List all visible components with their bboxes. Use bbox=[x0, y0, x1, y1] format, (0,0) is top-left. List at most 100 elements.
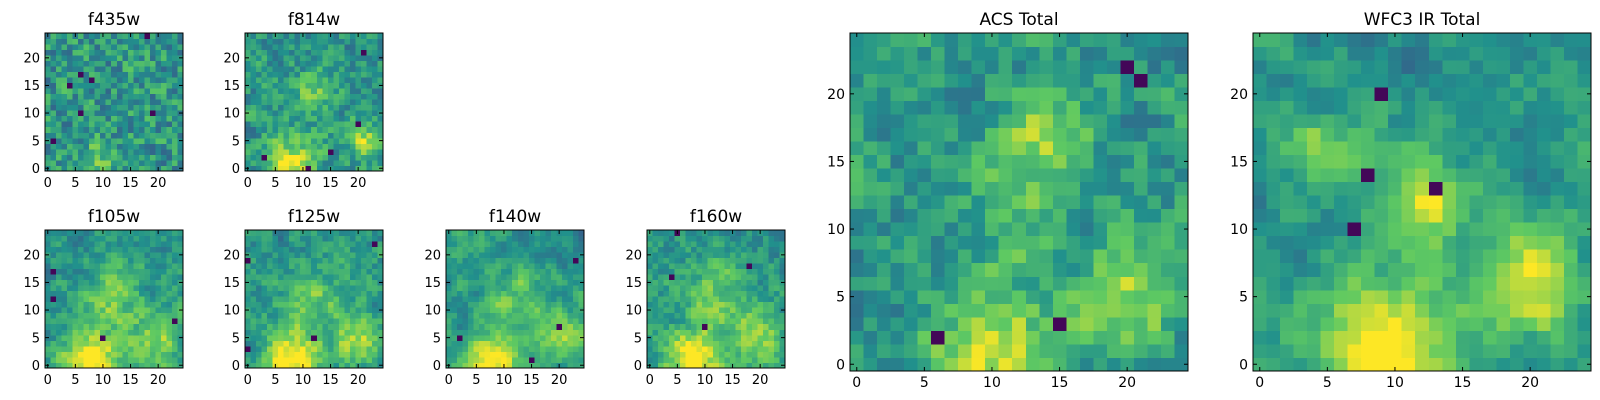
heatmap-cell bbox=[300, 132, 307, 139]
heatmap-cell bbox=[757, 345, 764, 352]
heatmap-cell bbox=[1496, 195, 1511, 210]
heatmap-cell bbox=[863, 60, 878, 74]
heatmap-cell bbox=[1469, 235, 1484, 250]
heatmap-cell bbox=[1320, 181, 1335, 196]
heatmap-cell bbox=[166, 351, 173, 358]
heatmap-cell bbox=[338, 246, 345, 253]
heatmap-cell bbox=[1550, 222, 1565, 237]
heatmap-cell bbox=[658, 356, 664, 363]
heatmap-cell bbox=[904, 316, 918, 331]
heatmap-cell bbox=[517, 334, 524, 341]
heatmap-cell bbox=[355, 132, 362, 139]
heatmap-cell bbox=[1374, 330, 1389, 345]
heatmap-cell bbox=[45, 301, 51, 308]
heatmap-cell bbox=[724, 285, 731, 292]
heatmap-cell bbox=[523, 279, 530, 286]
heatmap-cell bbox=[105, 345, 112, 352]
heatmap-cell bbox=[1174, 249, 1189, 264]
heatmap-cell bbox=[1160, 222, 1175, 237]
heatmap-cell bbox=[349, 110, 356, 117]
heatmap-cell bbox=[261, 82, 268, 89]
heatmap-cell bbox=[366, 44, 373, 50]
heatmap-cell bbox=[735, 230, 742, 236]
y-tick-label: 5 bbox=[836, 290, 845, 306]
heatmap-cell bbox=[83, 55, 90, 61]
heatmap-cell bbox=[256, 137, 262, 144]
heatmap-cell bbox=[850, 100, 864, 115]
heatmap-cell bbox=[322, 165, 329, 172]
heatmap-cell bbox=[917, 316, 932, 331]
heatmap-cell bbox=[718, 329, 725, 336]
heatmap-cell bbox=[111, 329, 118, 336]
heatmap-cell bbox=[283, 55, 290, 61]
heatmap-cell bbox=[322, 345, 329, 352]
heatmap-cell bbox=[1361, 330, 1376, 345]
heatmap-cell bbox=[561, 268, 568, 275]
heatmap-cell bbox=[457, 323, 463, 330]
heatmap-cell bbox=[1320, 154, 1335, 169]
heatmap-cell bbox=[377, 104, 384, 111]
heatmap-cell bbox=[944, 127, 959, 142]
heatmap-cell bbox=[89, 60, 96, 67]
heatmap-cell bbox=[61, 252, 68, 258]
heatmap-cell bbox=[333, 285, 340, 292]
heatmap-cell bbox=[534, 241, 541, 247]
heatmap-cell bbox=[144, 252, 151, 258]
heatmap-cell bbox=[111, 137, 118, 144]
heatmap-cell bbox=[245, 88, 251, 95]
heatmap-cell bbox=[1509, 208, 1524, 223]
heatmap-cell bbox=[166, 246, 173, 253]
heatmap-cell bbox=[669, 296, 675, 303]
heatmap-cell bbox=[1174, 289, 1189, 304]
heatmap-cell bbox=[133, 340, 140, 347]
heatmap-cell bbox=[691, 257, 698, 264]
heatmap-cell bbox=[446, 246, 452, 253]
heatmap-cell bbox=[100, 334, 107, 341]
heatmap-cell bbox=[512, 279, 519, 286]
heatmap-cell bbox=[144, 66, 151, 73]
heatmap-cell bbox=[311, 71, 318, 78]
x-tick-label: 20 bbox=[150, 373, 167, 388]
heatmap-cell bbox=[78, 121, 85, 128]
heatmap-cell bbox=[278, 71, 285, 78]
heatmap-cell bbox=[105, 159, 112, 166]
heatmap-cell bbox=[663, 290, 670, 297]
heatmap-cell bbox=[316, 323, 323, 330]
heatmap-cell bbox=[366, 77, 373, 84]
heatmap-cell bbox=[83, 301, 90, 308]
heatmap-cell bbox=[958, 168, 973, 183]
heatmap-cell bbox=[338, 33, 345, 39]
heatmap-cell bbox=[177, 154, 184, 161]
heatmap-cell bbox=[355, 241, 362, 247]
heatmap-cell bbox=[311, 241, 318, 247]
heatmap-cell bbox=[72, 132, 79, 139]
heatmap-cell bbox=[1174, 154, 1189, 169]
heatmap-cell bbox=[50, 143, 57, 150]
y-tick-label: 10 bbox=[424, 304, 441, 319]
heatmap-cell bbox=[462, 345, 469, 352]
heatmap-cell bbox=[517, 274, 524, 281]
heatmap-cell bbox=[171, 143, 178, 150]
heatmap-cell bbox=[1147, 276, 1162, 291]
heatmap-cell bbox=[958, 87, 973, 101]
heatmap-cell bbox=[751, 296, 758, 303]
heatmap-cell bbox=[360, 329, 367, 336]
heatmap-cell bbox=[371, 82, 378, 89]
heatmap-cell bbox=[355, 82, 362, 89]
heatmap-cell bbox=[917, 222, 932, 237]
heatmap-cell bbox=[944, 141, 959, 156]
heatmap-cell bbox=[89, 263, 96, 270]
heatmap-cell bbox=[366, 362, 373, 369]
heatmap-cell bbox=[1374, 276, 1389, 291]
heatmap-cell bbox=[289, 154, 296, 161]
heatmap-cell bbox=[105, 115, 112, 122]
heatmap-cell bbox=[89, 77, 96, 84]
heatmap-cell bbox=[779, 241, 786, 247]
heatmap-cell bbox=[61, 340, 68, 347]
panel-title: f140w bbox=[489, 207, 541, 227]
heatmap-cell bbox=[528, 312, 535, 319]
heatmap-cell bbox=[366, 312, 373, 319]
heatmap-cell bbox=[1120, 60, 1135, 74]
heatmap-cell bbox=[366, 71, 373, 78]
heatmap-cell bbox=[333, 55, 340, 61]
